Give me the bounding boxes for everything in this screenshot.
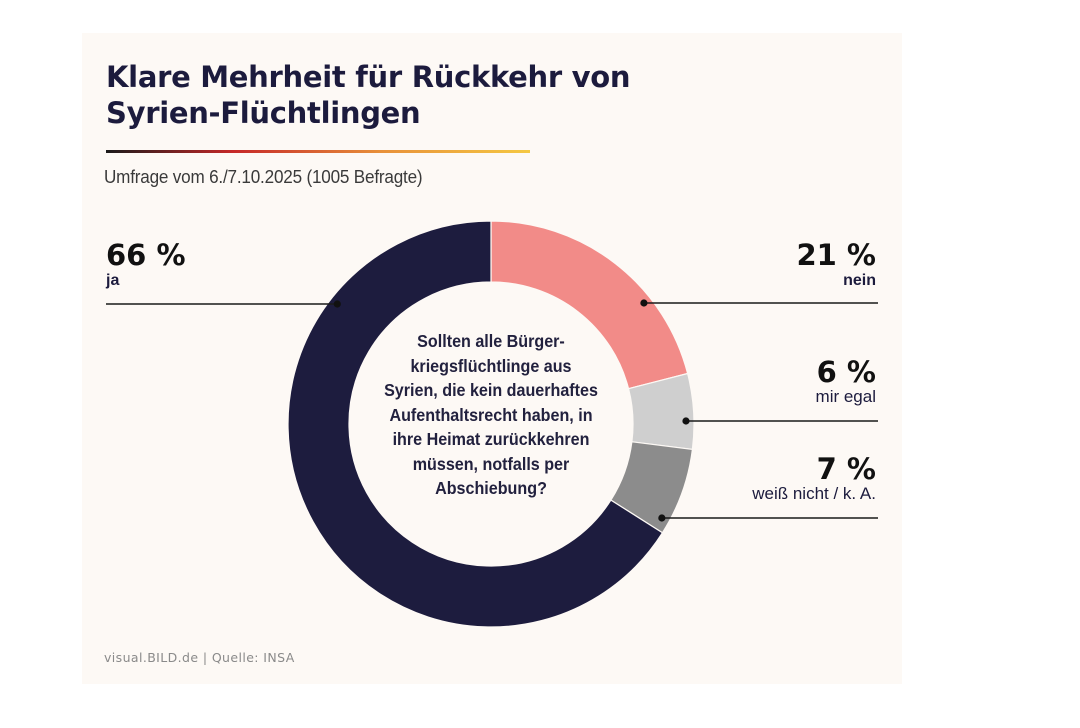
donut-chart: 21 %nein 6 %mir egal 7 %weiß nicht / k. A.… (105, 220, 878, 628)
chart-subtitle: Umfrage vom 6./7.10.2025 (1005 Befragte) (104, 167, 423, 187)
title-line-2: Syrien-Flüchtlingen (106, 96, 421, 130)
value-label-nein: 21 % (796, 238, 876, 272)
value-label-weiss-nicht-k-a: 7 % (817, 452, 876, 486)
infographic-panel: Klare Mehrheit für Rückkehr von Syrien-F… (82, 33, 902, 684)
chart-title: Klare Mehrheit für Rückkehr von Syrien-F… (106, 59, 631, 131)
slice-labels: 21 %nein 6 %mir egal 7 %weiß nicht / k. A.… (105, 238, 876, 503)
category-label-nein: nein (843, 272, 876, 289)
category-label-mir-egal: mir egal (816, 387, 876, 406)
category-label-weiss-nicht-k-a: weiß nicht / k. A. (751, 484, 876, 503)
slice-ja (287, 220, 664, 628)
gradient-divider (106, 150, 530, 153)
question-line: Syrien, die kein dauerhaftes (384, 380, 598, 400)
question-line: kriegsflüchtlinge aus (410, 355, 572, 376)
leader-dot-weiss-nicht-k-a (658, 514, 666, 522)
question-line: Aufenthaltsrecht haben, in (389, 404, 593, 425)
question-line: ihre Heimat zurückkehren (392, 429, 590, 449)
leader-dot-nein (640, 299, 648, 307)
survey-question: Sollten alle Bürger-kriegsflüchtlinge au… (367, 329, 615, 501)
leader-dot-ja (333, 300, 341, 308)
category-label-ja: ja (105, 272, 119, 289)
title-line-1: Klare Mehrheit für Rückkehr von (106, 60, 631, 94)
leader-lines (106, 299, 878, 522)
source-credit: visual.BILD.de | Quelle: INSA (104, 650, 295, 665)
value-label-mir-egal: 6 % (817, 355, 876, 389)
question-line: müssen, notfalls per (412, 453, 570, 474)
leader-dot-mir-egal (682, 417, 690, 425)
question-line: Sollten alle Bürger- (417, 331, 565, 351)
value-label-ja: 66 % (106, 238, 186, 272)
donut-slices (287, 220, 695, 628)
question-line: Abschiebung? (435, 478, 547, 498)
